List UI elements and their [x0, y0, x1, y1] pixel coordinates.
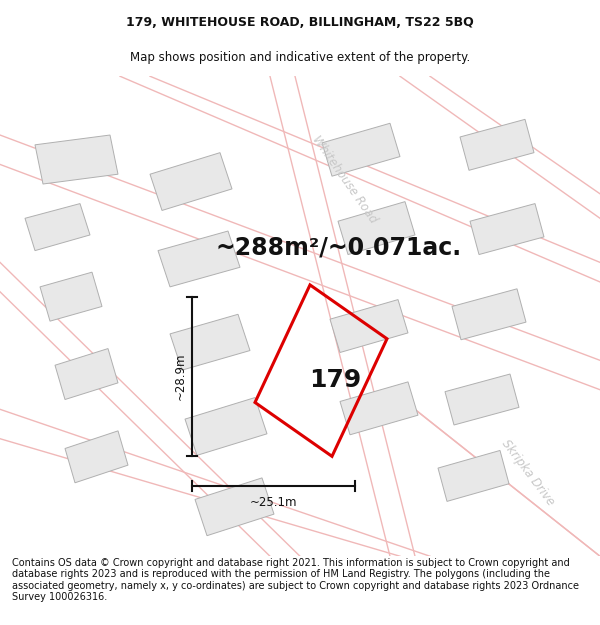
Polygon shape — [438, 451, 509, 501]
Polygon shape — [470, 204, 544, 254]
Polygon shape — [195, 478, 274, 536]
Polygon shape — [170, 314, 250, 370]
Polygon shape — [322, 123, 400, 176]
Text: Map shows position and indicative extent of the property.: Map shows position and indicative extent… — [130, 51, 470, 64]
Polygon shape — [150, 152, 232, 211]
Text: 179: 179 — [309, 368, 361, 392]
Polygon shape — [40, 272, 102, 321]
Polygon shape — [452, 289, 526, 340]
Polygon shape — [340, 382, 418, 435]
Polygon shape — [460, 119, 534, 170]
Text: ~28.9m: ~28.9m — [173, 352, 187, 400]
Polygon shape — [185, 398, 267, 456]
Polygon shape — [55, 349, 118, 399]
Text: Skripka Drive: Skripka Drive — [499, 438, 557, 509]
Polygon shape — [25, 204, 90, 251]
Polygon shape — [330, 299, 408, 352]
Text: 179, WHITEHOUSE ROAD, BILLINGHAM, TS22 5BQ: 179, WHITEHOUSE ROAD, BILLINGHAM, TS22 5… — [126, 16, 474, 29]
Text: Contains OS data © Crown copyright and database right 2021. This information is : Contains OS data © Crown copyright and d… — [12, 558, 579, 602]
Polygon shape — [35, 135, 118, 184]
Polygon shape — [338, 202, 415, 254]
Text: ~288m²/~0.071ac.: ~288m²/~0.071ac. — [215, 236, 461, 259]
Text: ~25.1m: ~25.1m — [250, 496, 297, 509]
Polygon shape — [158, 231, 240, 287]
Text: Whitehouse Road: Whitehouse Road — [310, 133, 380, 226]
Polygon shape — [65, 431, 128, 482]
Polygon shape — [445, 374, 519, 425]
